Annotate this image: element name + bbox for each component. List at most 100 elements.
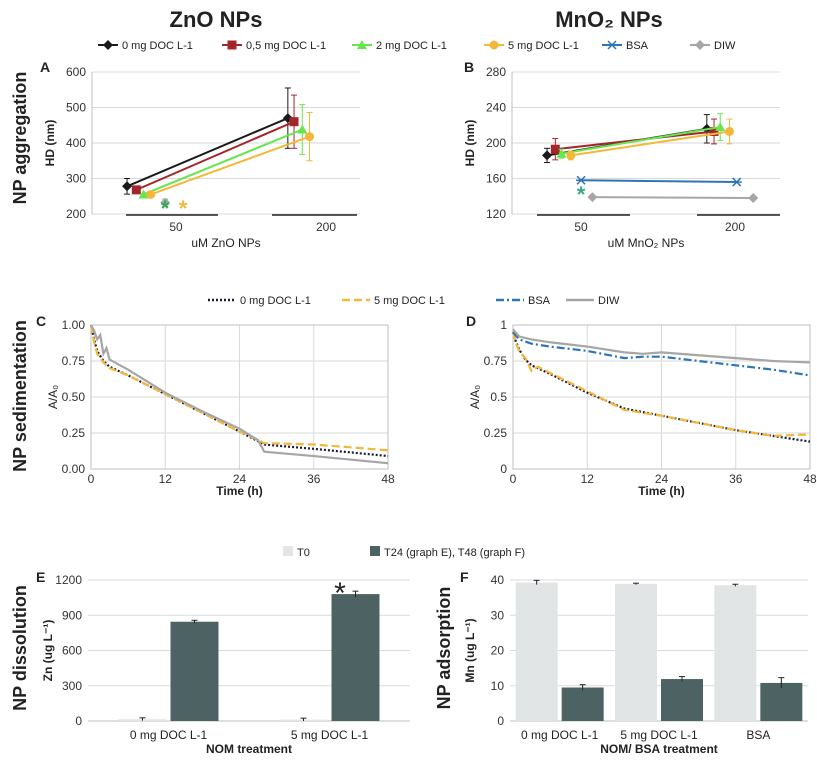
legend-marker bbox=[357, 40, 367, 49]
data-point bbox=[550, 144, 560, 154]
x-category-label: 5 mg DOC L-1 bbox=[291, 728, 369, 742]
y-tick-label: 200 bbox=[486, 136, 506, 150]
series-line-diw bbox=[512, 328, 811, 364]
y-tick-label: 0.75 bbox=[484, 354, 508, 368]
panel-label-f: F bbox=[460, 569, 469, 585]
data-point bbox=[715, 122, 726, 132]
data-point bbox=[131, 185, 141, 195]
y-axis-label: HD (nm) bbox=[43, 120, 57, 167]
x-tick-label: 50 bbox=[574, 220, 588, 234]
legend-item-diw: DIW bbox=[566, 295, 620, 307]
panel-label-d: D bbox=[466, 313, 476, 329]
row-label-dissolution: NP dissolution bbox=[10, 585, 30, 711]
significance-star: * bbox=[334, 577, 346, 610]
y-tick-label: 1.00 bbox=[62, 318, 86, 332]
x-tick-label: 0 bbox=[88, 472, 95, 486]
series-line bbox=[555, 130, 715, 151]
legend-marker bbox=[489, 40, 499, 50]
bar-t0-0 bbox=[515, 582, 558, 721]
row-label-aggregation: NP aggregation bbox=[10, 72, 30, 205]
legend-item-2-mg-doc-l-1: 2 mg DOC L-1 bbox=[352, 40, 447, 52]
bar-t48-0 bbox=[561, 687, 604, 721]
data-point bbox=[724, 126, 734, 136]
legend-item-diw: DIW bbox=[690, 40, 736, 52]
data-point bbox=[542, 150, 553, 161]
y-tick-label: 0.25 bbox=[484, 426, 508, 440]
x-tick-label: 36 bbox=[729, 472, 743, 486]
series-2-mg-doc-l-1 bbox=[556, 113, 726, 159]
x-tick-label: 0 bbox=[510, 472, 517, 486]
legend-marker bbox=[227, 40, 237, 50]
y-tick-label: 40 bbox=[491, 573, 505, 587]
bar-t48-2 bbox=[760, 682, 803, 721]
y-tick-label: 0.50 bbox=[62, 390, 86, 404]
legend-label: 0 mg DOC L-1 bbox=[240, 295, 311, 307]
y-tick-label: 600 bbox=[66, 65, 86, 79]
y-tick-label: 0.25 bbox=[62, 426, 86, 440]
series-bsa bbox=[576, 175, 742, 187]
chart-panel-a: 200 300 400 500 600 HD (nm) 50 200 uM ZnO NPs * * bbox=[43, 65, 360, 250]
data-point bbox=[122, 181, 133, 192]
y-tick-label: 200 bbox=[66, 207, 86, 221]
y-tick-label: 0 bbox=[500, 462, 507, 476]
legend-item-0-5-mg-doc-l-1: 0,5 mg DOC L-1 bbox=[222, 40, 326, 52]
y-tick-label: 20 bbox=[491, 644, 505, 658]
y-tick-label: 160 bbox=[486, 172, 506, 186]
data-point bbox=[587, 192, 598, 203]
panel-label-a: A bbox=[40, 59, 50, 75]
bar-t24-1 bbox=[331, 594, 380, 721]
y-tick-label: 900 bbox=[62, 608, 82, 622]
y-axis-label: Zn (ug L⁻¹) bbox=[41, 620, 55, 682]
legend-item-0: T0 bbox=[283, 546, 310, 559]
series-line bbox=[581, 179, 737, 184]
x-axis-label: Time (h) bbox=[216, 484, 262, 498]
legend-marker bbox=[103, 40, 113, 50]
significance-star: * bbox=[179, 196, 188, 221]
panel-label-b: B bbox=[464, 59, 474, 75]
series-line bbox=[570, 130, 730, 157]
legend-marker bbox=[607, 40, 617, 50]
y-tick-label: 240 bbox=[486, 101, 506, 115]
y-tick-label: 0.5 bbox=[490, 390, 507, 404]
series-line bbox=[126, 117, 289, 188]
x-tick-label: 24 bbox=[655, 472, 669, 486]
series-line-diw bbox=[90, 324, 389, 465]
significance-star: * bbox=[161, 196, 170, 221]
x-axis-label: NOM treatment bbox=[206, 742, 292, 756]
panel-label-c: C bbox=[36, 313, 46, 329]
x-tick-label: 48 bbox=[803, 472, 817, 486]
series-line bbox=[143, 128, 303, 196]
y-tick-label: 280 bbox=[486, 65, 506, 79]
legend-aggregation: 0 mg DOC L-1 0,5 mg DOC L-1 2 mg DOC L-1 5 … bbox=[98, 40, 736, 52]
legend-label: DIW bbox=[598, 295, 620, 307]
y-tick-label: 0 bbox=[75, 714, 82, 728]
x-tick-label: 12 bbox=[159, 472, 173, 486]
x-category-label: 0 mg DOC L-1 bbox=[521, 728, 599, 742]
chart-panel-d: 0 0.25 0.5 0.75 1 0 12 24 36 48 Time (h) A/A₀ bbox=[468, 318, 817, 498]
x-axis-label: NOM/ BSA treatment bbox=[600, 742, 718, 756]
data-point bbox=[576, 175, 587, 185]
series-line-5-mg-doc-l-1 bbox=[511, 331, 811, 437]
legend-item-1: T24 (graph E), T48 (graph F) bbox=[370, 546, 525, 559]
y-tick-label: 400 bbox=[66, 136, 86, 150]
data-point bbox=[289, 117, 299, 127]
series-line-0-mg-doc-l-1 bbox=[511, 331, 811, 443]
series-5-mg-doc-l-1 bbox=[566, 118, 734, 161]
x-tick-label: 12 bbox=[581, 472, 595, 486]
legend-label: BSA bbox=[626, 40, 649, 52]
data-point bbox=[297, 124, 308, 134]
series-line bbox=[592, 196, 754, 200]
significance-star: * bbox=[577, 182, 586, 207]
legend-item-bsa: BSA bbox=[602, 40, 649, 52]
data-point bbox=[138, 189, 149, 199]
legend-item-0-mg-doc-l-1: 0 mg DOC L-1 bbox=[208, 295, 311, 307]
legend-item-5-mg-doc-l-1: 5 mg DOC L-1 bbox=[484, 40, 579, 52]
bar-t0-2 bbox=[714, 585, 757, 721]
legend-marker bbox=[695, 40, 705, 50]
y-tick-label: 120 bbox=[486, 207, 506, 221]
y-axis-label: A/A₀ bbox=[46, 385, 60, 409]
x-axis-label: uM MnO₂ NPs bbox=[608, 236, 685, 250]
legend-swatch bbox=[283, 546, 293, 556]
x-tick-label: 200 bbox=[725, 220, 745, 234]
